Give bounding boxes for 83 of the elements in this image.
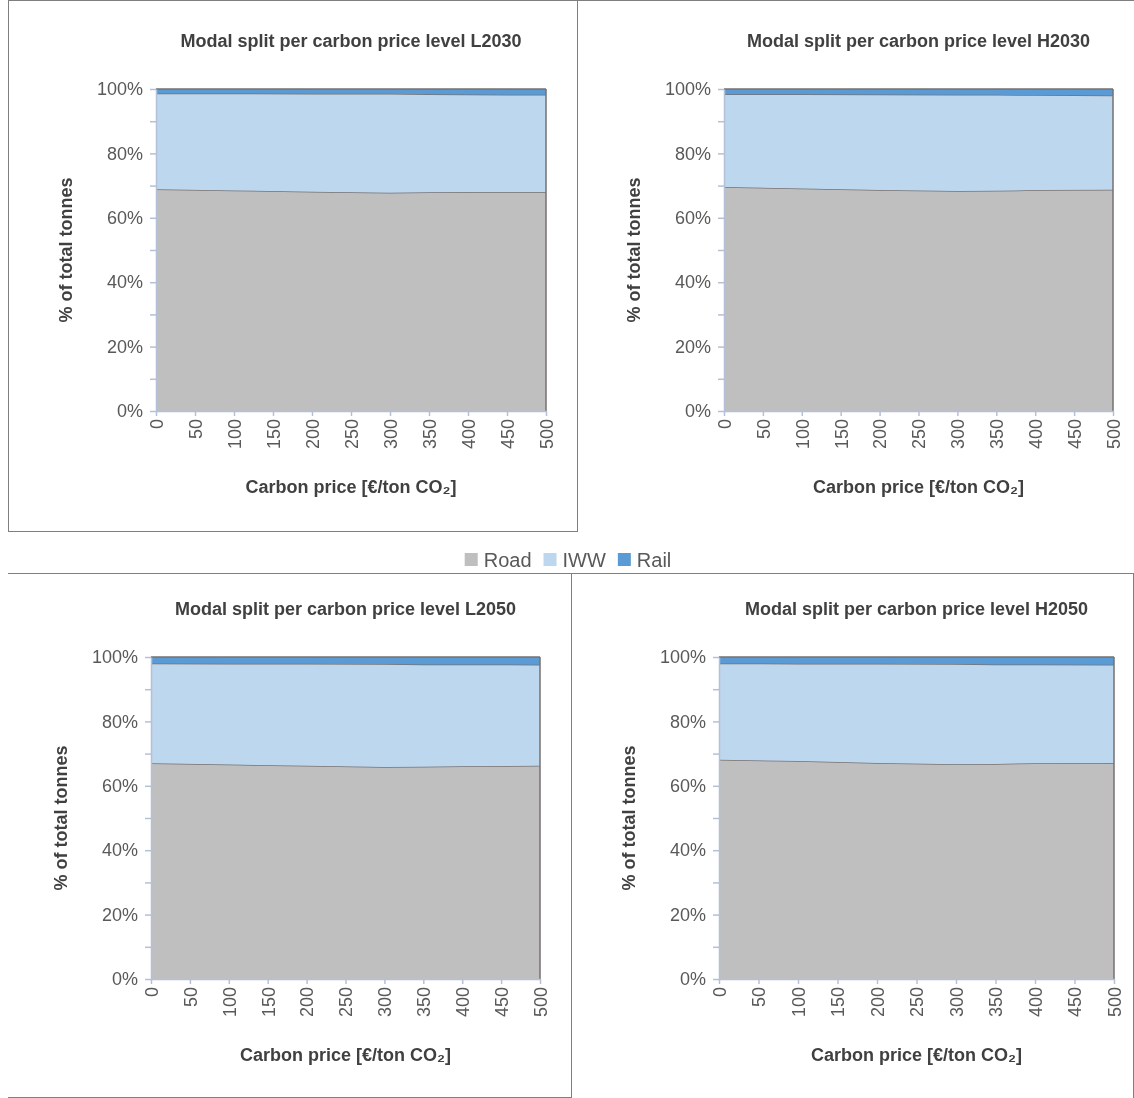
y-tick-label: 0%	[111, 969, 138, 990]
y-tick-label: 100%	[96, 79, 143, 100]
x-tick-label: 200	[870, 419, 891, 450]
x-tick-label: 450	[491, 987, 512, 1018]
x-tick-label: 300	[948, 419, 969, 450]
x-tick-label: 150	[258, 987, 279, 1018]
x-tick-label: 500	[1103, 419, 1124, 450]
x-axis-title: Carbon price [€/ton CO₂]	[239, 1045, 452, 1065]
y-tick-label: 20%	[674, 336, 711, 357]
y-tick-label: 40%	[669, 840, 706, 861]
x-tick-label: 50	[185, 419, 206, 440]
x-tick-label: 350	[419, 419, 440, 450]
chart-title: Modal split per carbon price level H2030	[746, 31, 1091, 51]
x-tick-label: 200	[297, 987, 318, 1018]
x-axis-title: Carbon price [€/ton CO₂]	[812, 477, 1025, 497]
y-tick-label: 80%	[669, 711, 706, 732]
y-tick-label: 60%	[106, 208, 143, 229]
legend-label: Rail	[636, 549, 672, 571]
x-tick-label: 50	[753, 419, 774, 440]
x-tick-label: 150	[831, 419, 852, 450]
x-tick-label: 400	[1025, 987, 1046, 1018]
y-tick-label: 0%	[679, 969, 706, 990]
y-axis-title: % of total tonnes	[619, 745, 639, 891]
y-tick-label: 100%	[659, 647, 706, 668]
y-tick-label: 40%	[674, 272, 711, 293]
y-tick-label: 60%	[669, 776, 706, 797]
y-axis-title: % of total tonnes	[624, 177, 644, 323]
y-tick-label: 20%	[669, 904, 706, 925]
x-tick-label: 250	[909, 419, 930, 450]
y-tick-label: 20%	[106, 336, 143, 357]
x-tick-label: 300	[380, 419, 401, 450]
legend-label: Road	[483, 549, 532, 571]
y-axis-title: % of total tonnes	[56, 177, 76, 323]
x-tick-label: 200	[867, 987, 888, 1018]
x-axis-title: Carbon price [€/ton CO₂]	[245, 477, 457, 497]
x-axis-title: Carbon price [€/ton CO₂]	[810, 1045, 1023, 1065]
x-tick-label: 400	[1026, 419, 1046, 450]
x-tick-label: 400	[458, 419, 479, 450]
x-tick-label: 450	[1065, 987, 1086, 1018]
x-tick-label: 250	[907, 987, 928, 1018]
x-tick-label: 450	[497, 419, 518, 450]
y-tick-label: 0%	[684, 401, 711, 422]
x-tick-label: 150	[828, 987, 849, 1018]
x-tick-label: 100	[224, 419, 245, 450]
x-tick-label: 400	[453, 987, 473, 1018]
x-tick-label: 350	[986, 987, 1007, 1018]
x-tick-label: 500	[536, 419, 557, 450]
y-axis-title: % of total tonnes	[51, 745, 71, 891]
x-tick-label: 0	[141, 987, 162, 998]
y-tick-label: 40%	[106, 272, 143, 293]
x-tick-label: 0	[714, 419, 735, 430]
x-tick-label: 100	[788, 987, 809, 1018]
x-tick-label: 50	[749, 987, 770, 1008]
x-tick-label: 250	[336, 987, 357, 1018]
x-tick-label: 500	[1104, 987, 1125, 1018]
y-tick-label: 100%	[664, 79, 711, 100]
x-tick-label: 350	[414, 987, 435, 1018]
y-tick-label: 20%	[101, 904, 138, 925]
y-tick-label: 60%	[674, 208, 711, 229]
y-tick-label: 80%	[674, 143, 711, 164]
y-tick-label: 80%	[101, 711, 138, 732]
x-tick-label: 0	[146, 419, 167, 430]
chart-title: Modal split per carbon price level H2050	[744, 599, 1089, 619]
chart-title: Modal split per carbon price level L2030	[180, 31, 522, 51]
x-tick-label: 300	[375, 987, 396, 1018]
chart-title: Modal split per carbon price level L2050	[174, 599, 517, 619]
legend-label: IWW	[562, 549, 606, 571]
y-tick-label: 0%	[116, 401, 143, 422]
x-tick-label: 300	[946, 987, 967, 1018]
x-tick-label: 250	[341, 419, 362, 450]
y-tick-label: 40%	[101, 840, 138, 861]
x-tick-label: 200	[302, 419, 323, 450]
x-tick-label: 100	[792, 419, 813, 450]
x-tick-label: 150	[263, 419, 284, 450]
x-tick-label: 0	[709, 987, 730, 998]
y-tick-label: 100%	[91, 647, 138, 668]
y-tick-label: 60%	[101, 776, 138, 797]
x-tick-label: 350	[987, 419, 1008, 450]
y-tick-label: 80%	[106, 143, 143, 164]
x-tick-label: 50	[180, 987, 201, 1008]
x-tick-label: 100	[219, 987, 240, 1018]
x-tick-label: 500	[530, 987, 551, 1018]
x-tick-label: 450	[1064, 419, 1085, 450]
